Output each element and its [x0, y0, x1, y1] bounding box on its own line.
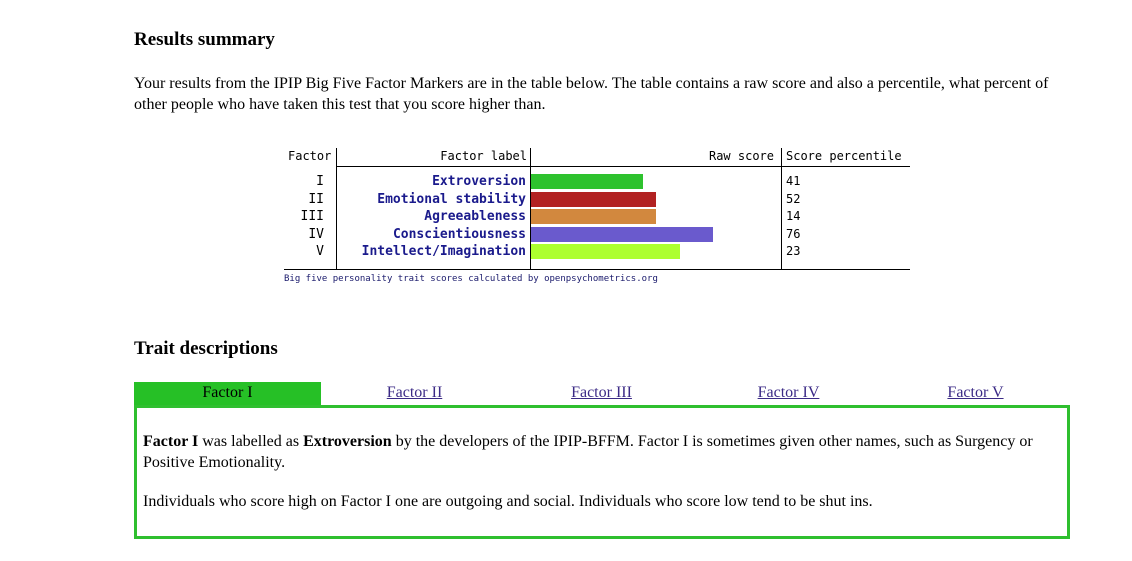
column-divider: [336, 148, 337, 269]
factor-label: Intellect/Imagination: [361, 244, 526, 259]
results-intro-text: Your results from the IPIP Big Five Fact…: [134, 75, 1049, 113]
column-divider: [530, 148, 531, 269]
tab-factor-1[interactable]: Factor I: [134, 382, 321, 406]
factor-numeral: III: [300, 209, 324, 224]
factor-label: Agreeableness: [424, 209, 526, 224]
percentile-value: 23: [786, 244, 801, 258]
score-row: III Agreeableness 14: [284, 208, 910, 225]
factor-numeral: IV: [308, 226, 324, 242]
tab-factor-2[interactable]: Factor II: [386, 384, 443, 401]
factor-numeral: V: [316, 244, 324, 259]
tab-factor-3[interactable]: Factor III: [571, 384, 632, 401]
score-row: IV Conscientiousness 76: [284, 226, 910, 243]
factor-label-column-header: Factor label: [440, 149, 527, 163]
tab-factor-5[interactable]: Factor V: [947, 384, 1004, 401]
trait-description-paragraph: Factor I was labelled as Extroversion by…: [143, 431, 1058, 473]
description-text: by the developers of the IPIP-BFFM. Fact…: [143, 433, 1033, 471]
table-bottom-rule: [284, 269, 910, 270]
factor-label: Conscientiousness: [392, 226, 526, 242]
percentile-value: 14: [786, 209, 801, 223]
score-row: II Emotional stability 52: [284, 191, 910, 208]
results-summary-heading: Results summary: [134, 29, 275, 50]
trait-name: Extroversion: [303, 433, 392, 450]
description-text: was labelled as: [198, 433, 304, 450]
header-divider: [336, 166, 910, 167]
percentile-value: 76: [786, 226, 801, 241]
percentile-column-header: Score percentile: [786, 149, 902, 163]
score-credit: Big five personality trait scores calcul…: [284, 274, 658, 284]
raw-score-bar: [531, 191, 656, 207]
raw-score-bar: [531, 226, 713, 242]
column-divider: [781, 148, 782, 269]
factor-label: Extroversion: [432, 174, 526, 189]
factor-numeral: II: [308, 191, 324, 207]
factor-label: Emotional stability: [377, 191, 526, 207]
factor-numeral: I: [316, 174, 324, 189]
percentile-value: 41: [786, 174, 801, 188]
factor-tabs: Factor I Factor II Factor III Factor IV …: [134, 382, 1070, 406]
tab-factor-4[interactable]: Factor IV: [757, 384, 820, 401]
trait-interpretation-paragraph: Individuals who score high on Factor I o…: [143, 493, 873, 510]
score-chart: Factor Factor label Raw score Score perc…: [284, 148, 910, 286]
raw-score-column-header: Raw score: [708, 149, 774, 163]
score-row: V Intellect/Imagination 23: [284, 243, 910, 260]
trait-description-panel: Factor I was labelled as Extroversion by…: [134, 405, 1070, 539]
factor-column-header: Factor: [288, 149, 332, 163]
trait-descriptions-heading: Trait descriptions: [134, 338, 278, 359]
percentile-value: 52: [786, 191, 801, 206]
raw-score-bar: [531, 244, 680, 259]
factor-name: Factor I: [143, 433, 199, 450]
raw-score-bar: [531, 174, 643, 189]
raw-score-bar: [531, 209, 656, 224]
score-row: I Extroversion 41: [284, 173, 910, 190]
